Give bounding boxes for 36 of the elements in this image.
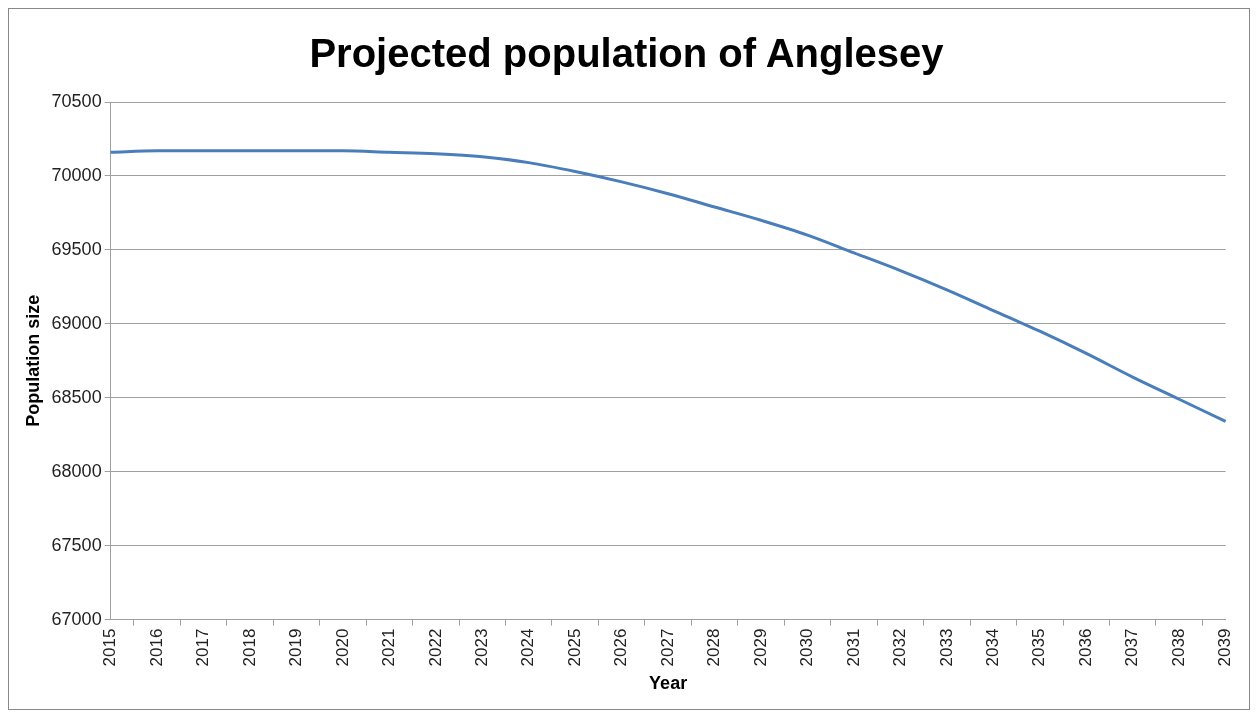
y-tick-label: 70500 (51, 90, 102, 111)
x-tick-label: 2017 (193, 628, 213, 667)
y-tick-label: 69500 (51, 238, 102, 259)
x-tick-label: 2018 (239, 628, 259, 667)
x-tick-label: 2038 (1168, 628, 1188, 667)
x-tick-label: 2021 (379, 628, 399, 667)
y-tick-label: 68000 (51, 460, 102, 481)
x-tick-label: 2036 (1075, 628, 1095, 667)
y-tick-label: 67500 (51, 534, 102, 555)
x-tick-label: 2025 (564, 628, 584, 667)
y-tick-label: 70000 (51, 164, 102, 185)
x-tick-label: 2034 (983, 628, 1003, 667)
x-tick-label: 2024 (518, 628, 538, 667)
x-tick-label: 2032 (890, 628, 910, 667)
y-tick-label: 69000 (51, 312, 102, 333)
x-tick-label: 2030 (797, 628, 817, 667)
x-tick-label: 2026 (611, 628, 631, 667)
y-tick-label: 68500 (51, 386, 102, 407)
x-tick-label: 2023 (471, 628, 491, 667)
y-axis-title: Population size (22, 294, 43, 427)
x-tick-label: 2020 (332, 628, 352, 667)
x-tick-label: 2039 (1215, 628, 1235, 667)
chart-title: Projected population of Anglesey (309, 31, 945, 76)
x-tick-label: 2029 (750, 628, 770, 667)
x-tick-label: 2037 (1122, 628, 1142, 667)
x-tick-label: 2027 (657, 628, 677, 667)
x-tick-label: 2033 (936, 628, 956, 667)
x-tick-label: 2035 (1029, 628, 1049, 667)
x-tick-label: 2028 (704, 628, 724, 667)
x-tick-label: 2019 (286, 628, 306, 667)
x-tick-label: 2031 (843, 628, 863, 667)
x-tick-label: 2015 (100, 628, 120, 667)
y-tick-label: 67000 (51, 608, 102, 629)
x-tick-label: 2022 (425, 628, 445, 667)
x-axis-title: Year (649, 673, 688, 694)
x-tick-label: 2016 (146, 628, 166, 667)
